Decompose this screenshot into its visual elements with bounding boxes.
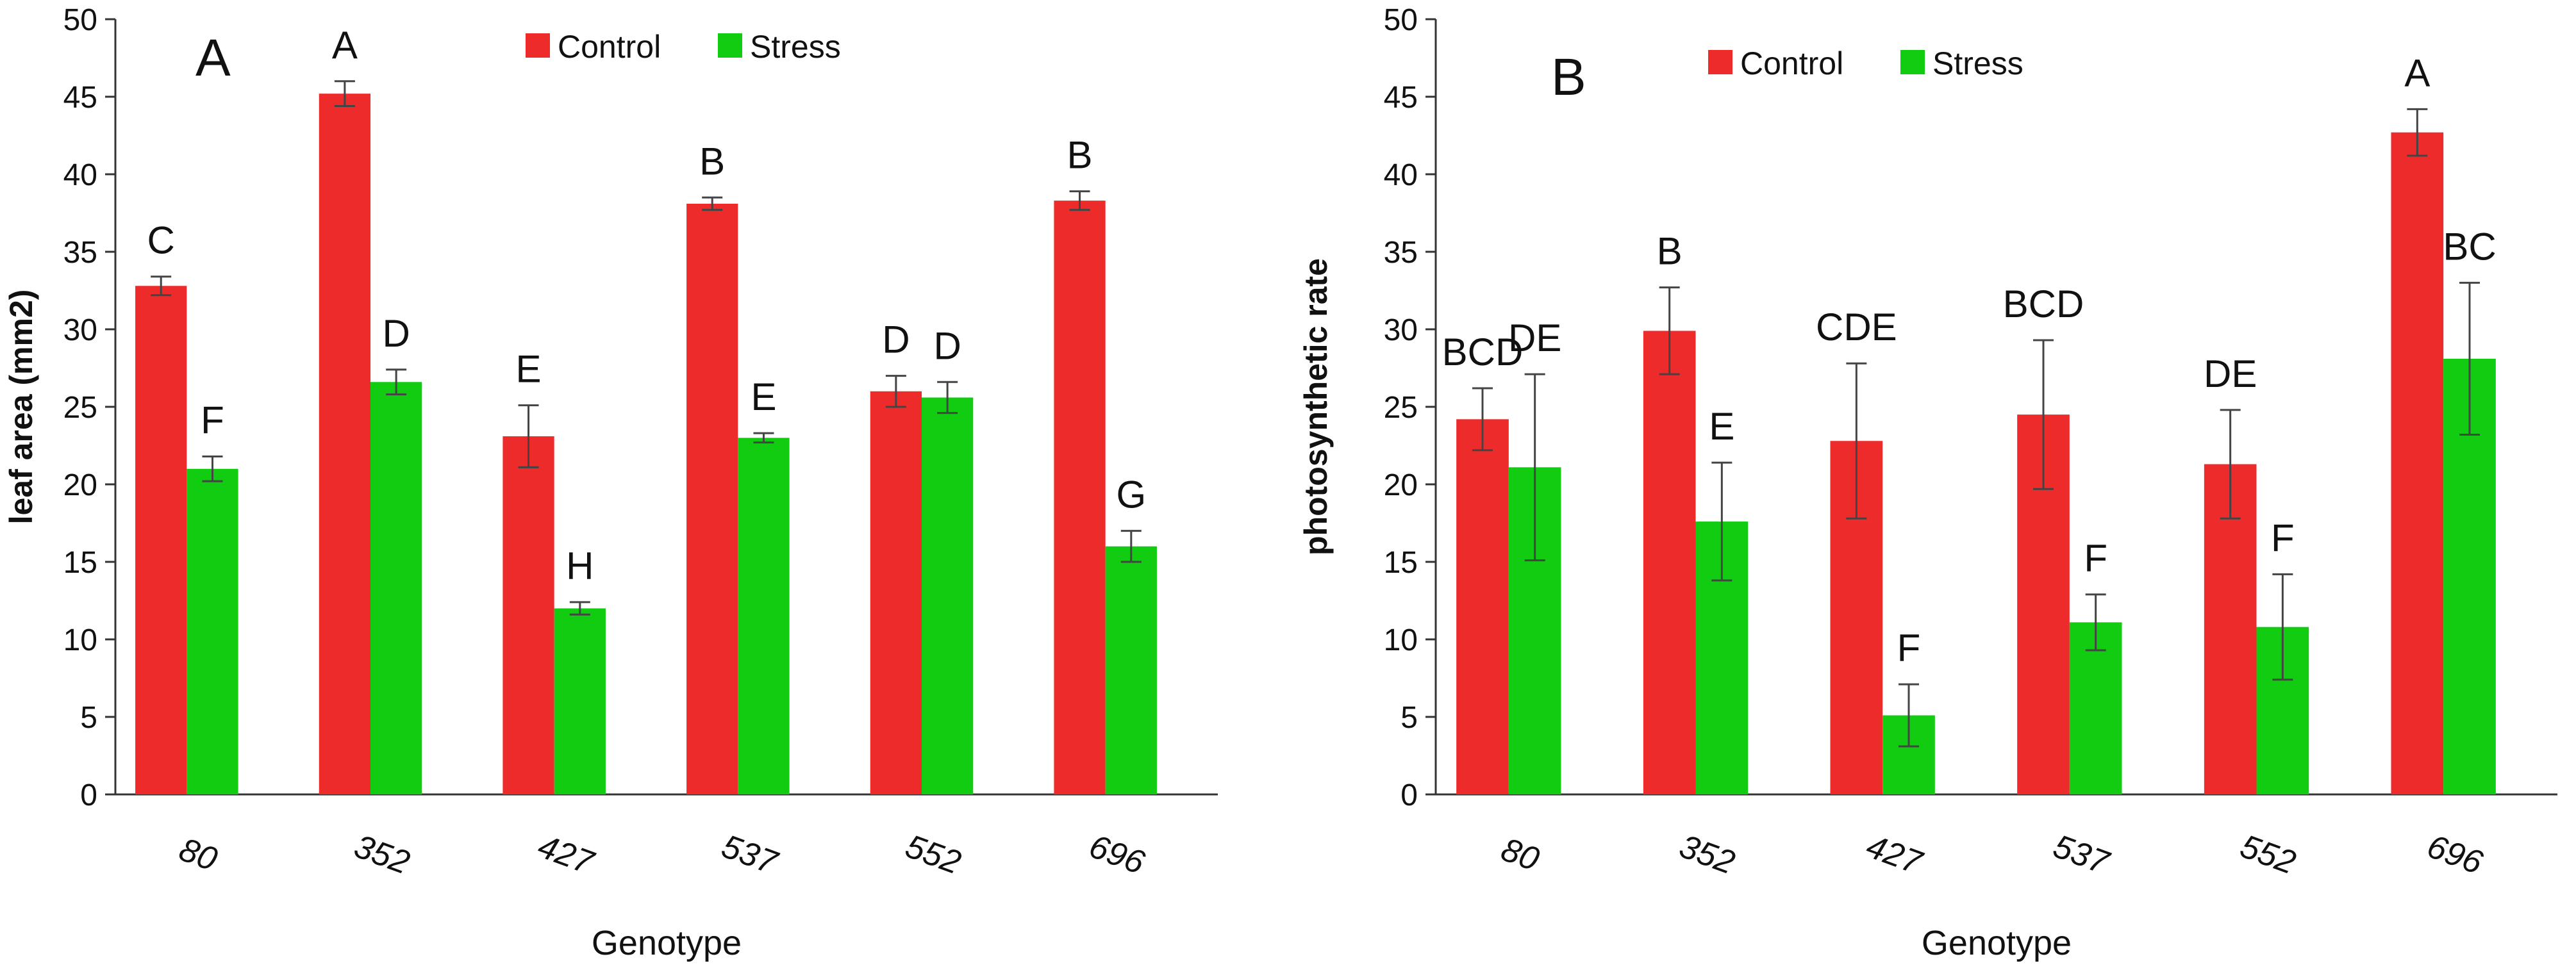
y-tick-label: 10	[63, 623, 97, 657]
significance-letter: G	[1116, 473, 1146, 516]
legend-swatch-control	[526, 33, 550, 58]
y-ticks: 0 5 10 15 20 25 30 35 40 45 50	[1384, 3, 1436, 812]
significance-letter: CDE	[1816, 306, 1897, 349]
x-tick-label: 80	[174, 831, 222, 878]
y-tick-label: 45	[1384, 81, 1418, 115]
y-tick-label: 40	[63, 158, 97, 192]
bar-control-427	[503, 436, 554, 794]
significance-letter: C	[147, 219, 175, 262]
bar-control-80	[135, 286, 187, 794]
x-tick-labels: 80 352 427 537 552 696	[174, 828, 1149, 882]
x-tick-labels: 80 352 427 537 552 696	[1497, 828, 2488, 882]
y-tick-label: 50	[63, 3, 97, 37]
significance-letter: B	[699, 140, 725, 183]
significance-letter: D	[882, 318, 910, 361]
y-tick-label: 25	[1384, 391, 1418, 425]
bar-control-80	[1456, 419, 1509, 794]
significance-letter: B	[1657, 230, 1683, 273]
y-ticks: 0 5 10 15 20 25 30 35 40 45 50	[63, 3, 115, 812]
y-tick-label: 15	[63, 546, 97, 580]
significance-letter: BCD	[1442, 331, 1524, 374]
bar-control-352	[319, 94, 370, 794]
x-tick-label: 696	[1084, 828, 1149, 882]
y-tick-label: 20	[1384, 468, 1418, 502]
legend-label-control: Control	[558, 29, 661, 65]
bar-stress-696	[1105, 546, 1157, 794]
panel-label: B	[1551, 48, 1586, 106]
x-tick-label: 80	[1497, 831, 1544, 878]
y-tick-label: 5	[1400, 701, 1418, 735]
bar-stress-80	[187, 468, 238, 794]
significance-letter: A	[2404, 51, 2430, 94]
significance-letter: E	[1709, 405, 1734, 448]
significance-letter: A	[332, 24, 358, 67]
significance-letter: F	[2271, 516, 2295, 559]
legend: Control Stress	[1708, 45, 2023, 81]
legend: Control Stress	[526, 29, 841, 65]
legend-label-control: Control	[1740, 45, 1843, 81]
significance-letter: F	[201, 398, 224, 441]
y-tick-label: 15	[1384, 546, 1418, 580]
y-tick-label: 45	[63, 81, 97, 115]
y-tick-label: 10	[1384, 623, 1418, 657]
bar-stress-352	[370, 382, 422, 794]
x-axis-title: Genotype	[592, 924, 742, 962]
significance-letter: B	[1067, 134, 1093, 177]
x-tick-label: 552	[901, 828, 965, 882]
y-tick-label: 0	[1400, 778, 1418, 812]
bar-stress-537	[738, 438, 790, 794]
y-tick-label: 25	[63, 391, 97, 425]
x-tick-label: 352	[1675, 828, 1740, 882]
x-tick-label: 537	[717, 828, 783, 882]
y-tick-label: 5	[80, 701, 97, 735]
significance-letter: H	[566, 545, 594, 587]
significance-letter: DE	[2204, 352, 2257, 395]
bar-control-352	[1643, 331, 1696, 794]
significance-letter: DE	[1508, 316, 1561, 359]
panel-label: A	[195, 29, 231, 87]
significance-letter: BCD	[2003, 283, 2084, 325]
y-tick-label: 30	[63, 313, 97, 347]
y-tick-label: 50	[1384, 3, 1418, 37]
bar-stress-427	[554, 608, 606, 794]
y-tick-label: 30	[1384, 313, 1418, 347]
x-tick-label: 537	[2048, 828, 2115, 882]
y-axis-title: photosynthetic rate	[1298, 258, 1334, 555]
legend-label-stress: Stress	[1932, 45, 2023, 81]
significance-letter: E	[751, 375, 776, 418]
legend-swatch-stress	[1900, 50, 1925, 74]
x-tick-label: 427	[1861, 828, 1927, 882]
significance-letter: E	[516, 348, 542, 391]
x-tick-label: 352	[349, 828, 414, 882]
significance-letter: D	[933, 324, 961, 367]
x-tick-label: 696	[2422, 828, 2487, 882]
bar-control-537	[686, 203, 738, 795]
significance-letter: F	[1897, 627, 1921, 669]
y-tick-label: 35	[63, 236, 97, 270]
significance-letter: BC	[2443, 225, 2496, 268]
significance-letter: D	[382, 312, 410, 355]
y-tick-label: 0	[80, 778, 97, 812]
x-tick-label: 427	[533, 828, 599, 882]
bar-control-696	[2391, 132, 2444, 794]
bar-control-552	[870, 391, 922, 794]
y-axis-title: leaf area (mm2)	[3, 290, 39, 525]
legend-label-stress: Stress	[750, 29, 841, 65]
y-tick-label: 35	[1384, 236, 1418, 270]
legend-swatch-control	[1708, 50, 1733, 74]
x-axis-title: Genotype	[1922, 924, 2072, 962]
legend-swatch-stress	[718, 33, 742, 58]
bar-control-696	[1054, 201, 1106, 794]
bar-stress-552	[922, 397, 974, 794]
significance-letter: F	[2084, 537, 2107, 580]
x-tick-label: 552	[2236, 828, 2300, 882]
y-tick-label: 20	[63, 468, 97, 502]
y-tick-label: 40	[1384, 158, 1418, 192]
